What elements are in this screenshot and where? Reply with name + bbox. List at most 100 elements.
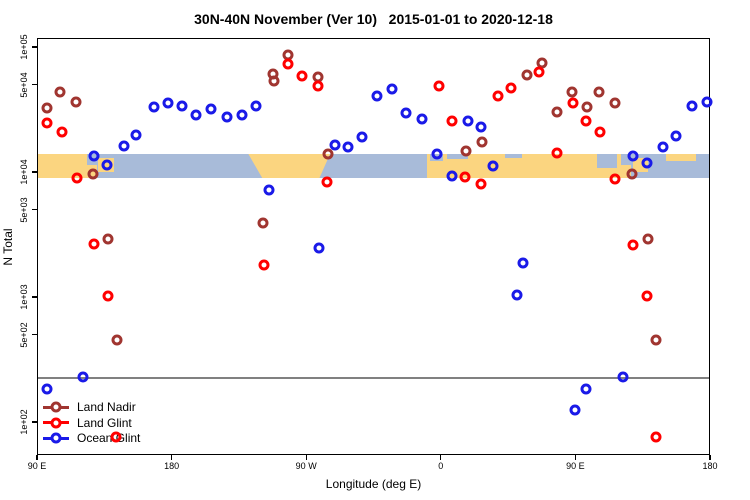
land-patch — [666, 153, 697, 161]
x-tick-label: 0 — [438, 461, 444, 471]
data-point-ocean-glint — [130, 129, 142, 141]
data-point-ocean-glint — [511, 289, 523, 301]
data-point-land-glint — [609, 173, 621, 185]
data-point-ocean-glint — [487, 160, 499, 172]
sea-patch — [446, 153, 468, 160]
data-point-ocean-glint — [190, 109, 202, 121]
data-point-ocean-glint — [313, 242, 325, 254]
y-tick — [32, 46, 37, 48]
legend-label: Land Glint — [77, 415, 132, 430]
chart-title: 30N-40N November (Ver 10) 2015-01-01 to … — [194, 11, 553, 27]
data-point-ocean-glint — [342, 141, 354, 153]
data-point-ocean-glint — [41, 383, 53, 395]
legend-item-land-glint: Land Glint — [43, 415, 132, 431]
data-point-land-nadir — [581, 101, 593, 113]
reference-line — [38, 376, 709, 379]
data-point-land-nadir — [70, 96, 82, 108]
data-point-land-glint — [102, 290, 114, 302]
data-point-ocean-glint — [101, 159, 113, 171]
data-point-ocean-glint — [400, 107, 412, 119]
x-tick-label: 180 — [702, 461, 718, 471]
data-point-ocean-glint — [416, 113, 428, 125]
data-point-land-glint — [56, 126, 68, 138]
data-point-land-nadir — [476, 136, 488, 148]
map-band — [38, 153, 709, 178]
data-point-land-nadir — [102, 233, 114, 245]
data-point-land-nadir — [642, 233, 654, 245]
x-tick-label: 90 E — [27, 461, 47, 471]
y-tick — [32, 171, 37, 173]
data-point-ocean-glint — [236, 109, 248, 121]
data-point-land-glint — [475, 178, 487, 190]
y-tick — [32, 296, 37, 298]
data-point-ocean-glint — [329, 139, 341, 151]
data-point-land-glint — [446, 115, 458, 127]
plot-area: Land Nadir Land Glint Ocean Glint — [37, 38, 713, 455]
data-point-land-nadir — [566, 86, 578, 98]
data-point-ocean-glint — [176, 100, 188, 112]
data-point-land-glint — [580, 115, 592, 127]
data-point-land-nadir — [54, 86, 66, 98]
data-point-ocean-glint — [118, 140, 130, 152]
y-tick-label: 1e+05 — [19, 34, 29, 60]
data-point-ocean-glint — [670, 130, 682, 142]
legend-marker-ring — [50, 401, 62, 413]
data-point-ocean-glint — [641, 157, 653, 169]
data-point-land-glint — [505, 82, 517, 94]
data-point-ocean-glint — [205, 103, 217, 114]
y-tick-label: 1e+04 — [19, 159, 29, 185]
data-point-land-glint — [650, 431, 662, 443]
legend-marker — [43, 417, 69, 428]
data-point-ocean-glint — [569, 404, 581, 416]
x-tick — [709, 455, 711, 460]
x-tick — [170, 455, 173, 460]
y-tick — [32, 208, 37, 211]
data-point-land-nadir — [41, 102, 53, 114]
legend-marker-ring — [50, 432, 62, 444]
data-point-ocean-glint — [462, 115, 474, 127]
data-point-ocean-glint — [580, 383, 592, 395]
legend-item-ocean-glint: Ocean Glint — [43, 430, 140, 446]
data-point-ocean-glint — [517, 257, 529, 269]
data-point-ocean-glint — [617, 371, 629, 383]
x-tick-label: 180 — [164, 461, 180, 471]
data-point-land-glint — [110, 431, 122, 443]
legend-label: Land Nadir — [77, 400, 136, 414]
land-patch — [621, 164, 632, 178]
data-point-land-glint — [258, 259, 270, 271]
data-point-ocean-glint — [386, 83, 398, 95]
data-point-land-glint — [312, 80, 324, 92]
y-tick — [32, 333, 37, 336]
legend-marker — [43, 432, 69, 444]
data-point-land-glint — [88, 238, 100, 250]
data-point-ocean-glint — [686, 100, 698, 112]
data-point-land-nadir — [87, 168, 99, 180]
data-point-land-glint — [492, 90, 504, 102]
data-point-land-nadir — [609, 97, 621, 109]
data-point-ocean-glint — [356, 131, 368, 143]
y-tick-label: 1e+02 — [19, 409, 29, 435]
data-point-ocean-glint — [371, 90, 383, 102]
data-point-land-glint — [627, 239, 639, 251]
data-point-ocean-glint — [627, 150, 639, 162]
y-tick-label: 5e+04 — [19, 71, 29, 98]
data-point-land-nadir — [322, 148, 334, 160]
x-tick-label: 90 W — [295, 461, 317, 471]
data-point-ocean-glint — [77, 371, 89, 383]
data-point-land-glint — [321, 176, 333, 188]
sea-patch — [597, 153, 618, 169]
data-point-land-glint — [282, 58, 294, 70]
data-point-land-nadir — [257, 217, 269, 229]
data-point-land-glint — [296, 70, 308, 82]
data-point-land-glint — [459, 171, 471, 183]
data-point-ocean-glint — [88, 150, 100, 162]
x-tick — [440, 455, 442, 460]
legend-label: Ocean Glint — [77, 431, 141, 445]
data-point-land-glint — [551, 147, 563, 159]
data-point-ocean-glint — [221, 111, 233, 123]
x-tick — [36, 455, 38, 460]
y-tick-label: 5e+03 — [19, 196, 29, 223]
data-point-land-nadir — [111, 334, 123, 346]
y-tick-label: 5e+02 — [19, 322, 29, 348]
